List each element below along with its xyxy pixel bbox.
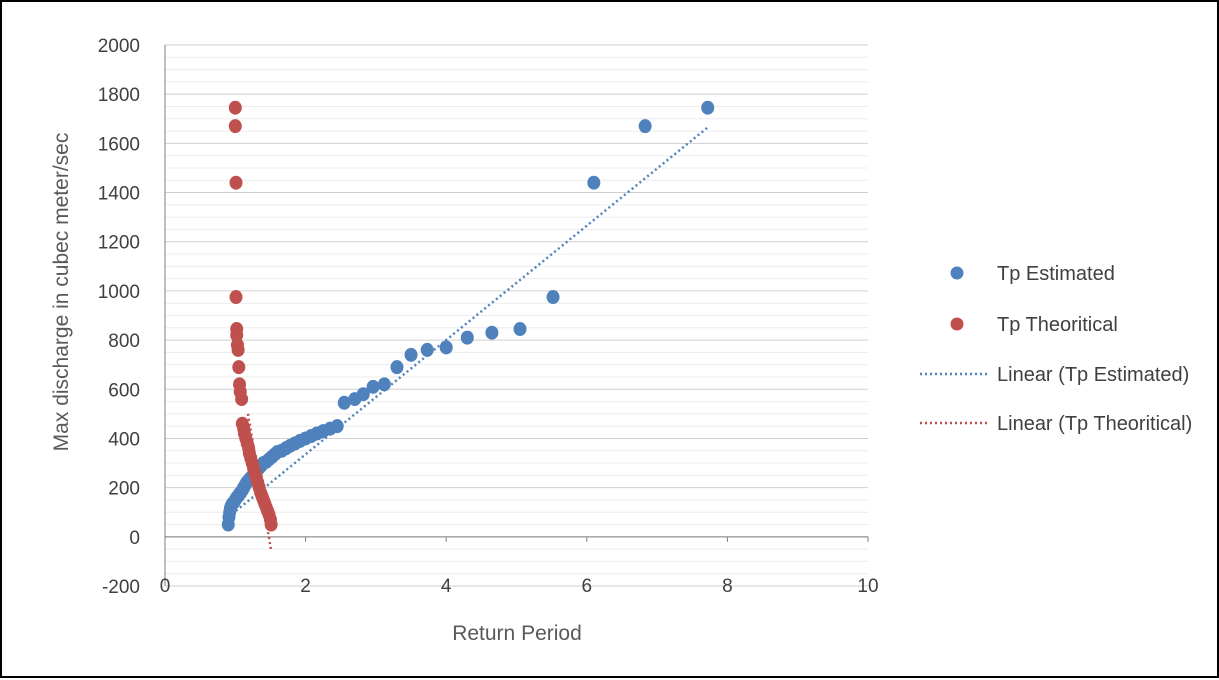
data-point xyxy=(235,392,249,407)
data-point xyxy=(228,119,242,134)
legend: Tp Estimated Tp Theoritical Linear (Tp E… xyxy=(920,263,1192,435)
data-point xyxy=(390,360,404,375)
x-tick-label: 4 xyxy=(441,576,452,597)
y-tick-label: 1600 xyxy=(98,134,140,155)
x-tick-label: 10 xyxy=(857,576,878,597)
y-tick-label: -200 xyxy=(102,577,140,598)
y-tick-label: 600 xyxy=(108,380,140,401)
data-point xyxy=(420,342,434,357)
data-point xyxy=(587,175,601,190)
data-point xyxy=(404,347,418,362)
legend-marker-tp-estimated xyxy=(950,266,964,280)
y-axis-title: Max discharge in cubec meter/sec xyxy=(50,133,73,452)
y-tick-label: 800 xyxy=(108,331,140,352)
y-tick-label: 1400 xyxy=(98,184,140,205)
data-point xyxy=(513,322,527,337)
data-points xyxy=(221,100,715,532)
x-tick-label: 6 xyxy=(582,576,593,597)
data-point xyxy=(439,340,453,355)
tick-labels: -200 0 200 400 600 800 1000 1200 1400 1600 1800 200… xyxy=(98,36,879,598)
data-point xyxy=(232,360,246,375)
y-tick-label: 1800 xyxy=(98,85,140,106)
legend-label-tp-theoritical: Tp Theoritical xyxy=(997,314,1118,336)
legend-label-linear-tp-estimated: Linear (Tp Estimated) xyxy=(997,364,1189,386)
legend-label-tp-estimated: Tp Estimated xyxy=(997,263,1115,285)
data-point xyxy=(356,387,370,402)
data-point xyxy=(231,342,245,357)
data-point xyxy=(460,330,474,345)
legend-label-linear-tp-theoritical: Linear (Tp Theoritical) xyxy=(997,413,1192,435)
axes xyxy=(164,45,868,586)
y-tick-label: 1200 xyxy=(98,233,140,254)
x-tick-label: 2 xyxy=(300,576,311,597)
trendline xyxy=(227,126,709,519)
y-tick-label: 400 xyxy=(108,429,140,450)
x-axis-title: Return Period xyxy=(452,622,582,645)
x-tick-label: 0 xyxy=(160,576,171,597)
data-point xyxy=(228,100,242,115)
y-tick-label: 2000 xyxy=(98,36,140,57)
data-point xyxy=(377,377,391,392)
data-point xyxy=(264,517,278,532)
y-tick-label: 200 xyxy=(108,479,140,500)
y-tick-label: 0 xyxy=(129,528,140,549)
data-point xyxy=(485,325,499,340)
legend-marker-tp-theoritical xyxy=(950,317,964,331)
data-point xyxy=(337,395,351,410)
data-point xyxy=(546,290,560,305)
data-point xyxy=(638,119,652,134)
x-tick-label: 8 xyxy=(722,576,733,597)
data-point xyxy=(229,175,243,190)
data-point xyxy=(366,379,380,394)
data-point xyxy=(701,100,715,115)
data-point xyxy=(229,290,243,305)
y-tick-label: 1000 xyxy=(98,282,140,303)
data-point xyxy=(330,419,344,434)
